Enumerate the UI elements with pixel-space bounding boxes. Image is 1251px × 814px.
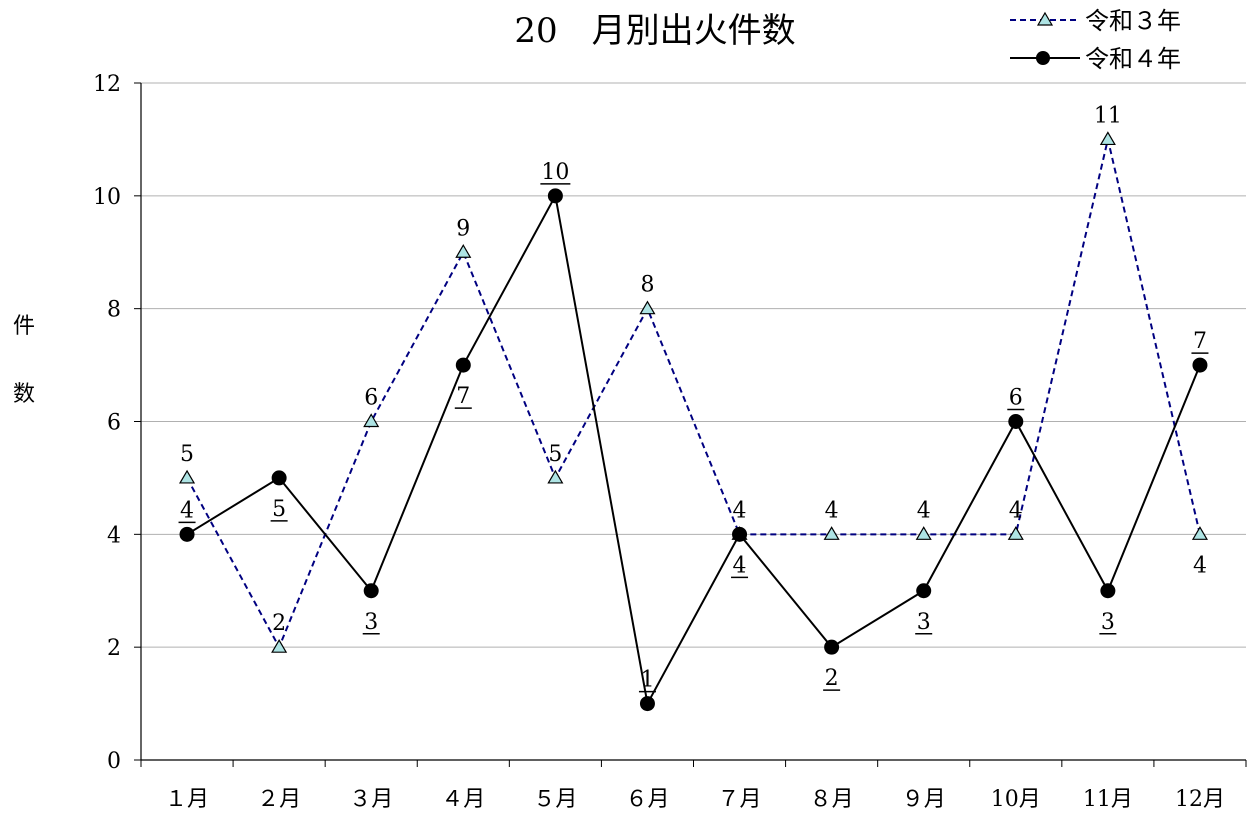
y-tick-labels: 0 2 4 6 8 10 12 <box>93 72 121 774</box>
series-1-point <box>178 469 196 484</box>
data-label-s2: 10 <box>541 160 569 185</box>
y-axis-label-char-2: 数 <box>13 382 35 407</box>
y-tick-label: 0 <box>107 749 121 774</box>
data-label-s2: 7 <box>1193 329 1207 354</box>
legend-label-r4: 令和４年 <box>1085 45 1181 73</box>
series-2-point <box>732 526 748 542</box>
data-labels: 5 2 6 9 5 8 4 4 4 4 11 4 4 5 3 7 10 1 4 2 3 6 3 7 <box>178 103 1209 693</box>
series-1-point <box>547 469 564 484</box>
data-label-s2: 3 <box>917 610 931 635</box>
y-tick-label: 8 <box>107 298 121 323</box>
axes <box>134 82 1247 767</box>
y-tick-label: 12 <box>93 72 121 97</box>
series-2-point <box>916 583 932 599</box>
series-2-point <box>639 696 655 712</box>
series-2-point <box>1008 414 1024 429</box>
data-label-s1: 8 <box>640 273 654 298</box>
data-label-s2: 4 <box>180 498 194 523</box>
data-label-s1: 2 <box>272 611 286 636</box>
series-2-point <box>455 357 471 373</box>
data-label-s1: 4 <box>825 498 839 523</box>
x-tick-label: 11月 <box>1083 787 1133 812</box>
y-tick-label: 10 <box>93 185 121 210</box>
data-label-s1: 11 <box>1094 103 1122 128</box>
x-tick-label: 10月 <box>991 787 1041 812</box>
series-1-point <box>1007 526 1024 540</box>
data-label-s2: 7 <box>456 384 470 409</box>
x-tick-label: １月 <box>165 787 209 812</box>
series <box>178 131 1209 712</box>
series-2-point <box>1192 357 1208 373</box>
chart-title: 20 月別出火件数 <box>514 11 795 51</box>
data-label-s1: 4 <box>917 498 931 523</box>
y-axis-label-char-1: 件 <box>13 314 35 339</box>
x-tick-label: ６月 <box>625 787 669 812</box>
data-label-s2: 3 <box>1101 610 1115 635</box>
series-2-point <box>271 470 287 486</box>
series-line-1 <box>186 139 1201 650</box>
series-1-point <box>1099 131 1116 146</box>
data-label-s2: 5 <box>272 497 286 522</box>
data-label-s2: 2 <box>825 666 839 691</box>
data-label-s2: 6 <box>1009 386 1023 411</box>
series-1-point <box>639 300 656 315</box>
x-tick-label: ５月 <box>533 787 577 812</box>
gridlines <box>141 82 1246 648</box>
x-tick-label: ８月 <box>810 787 854 812</box>
series-1-point <box>455 244 472 258</box>
data-label-s1: 9 <box>456 216 470 241</box>
data-label-s1: 6 <box>364 386 378 411</box>
x-tick-label: ４月 <box>441 787 485 812</box>
data-label-s1: 4 <box>1009 498 1023 523</box>
legend-label-r3: 令和３年 <box>1085 7 1181 35</box>
data-label-s1: 5 <box>548 442 562 467</box>
series-2-point <box>1100 583 1116 599</box>
x-tick-label: ３月 <box>349 787 393 812</box>
data-label-s2: 4 <box>733 553 747 578</box>
series-2-point <box>363 583 379 599</box>
data-label-s2: 3 <box>364 610 378 635</box>
series-line-2 <box>186 192 1201 707</box>
series-2-point <box>547 188 563 204</box>
data-label-s2: 1 <box>640 668 654 693</box>
data-label-s1: 4 <box>1193 553 1207 578</box>
legend-marker-r3 <box>1036 11 1054 26</box>
series-1-point <box>823 526 840 540</box>
x-tick-label: 12月 <box>1175 787 1225 812</box>
series-1-point <box>915 526 932 540</box>
y-tick-label: 2 <box>107 636 121 661</box>
legend: 令和３年 令和４年 <box>1010 7 1181 73</box>
x-tick-labels: １月 ２月 ３月 ４月 ５月 ６月 ７月 ８月 ９月 10月 11月 12月 <box>165 787 1225 812</box>
series-1-point <box>1191 526 1209 540</box>
x-tick-label: ９月 <box>902 787 946 812</box>
x-tick-label: ２月 <box>257 787 301 812</box>
data-label-s1: 5 <box>180 442 194 467</box>
series-2-point <box>824 639 840 655</box>
y-tick-label: 4 <box>107 523 121 548</box>
series-1-point <box>363 413 380 428</box>
series-1-point <box>271 638 288 653</box>
data-label-s1: 4 <box>733 498 747 523</box>
y-tick-label: 6 <box>107 411 121 436</box>
legend-marker-r4 <box>1036 51 1050 65</box>
series-2-point <box>179 526 195 542</box>
x-tick-label: ７月 <box>718 787 762 812</box>
